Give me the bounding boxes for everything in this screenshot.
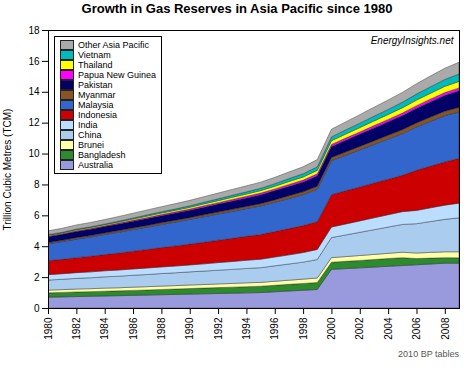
svg-text:16: 16 bbox=[28, 56, 40, 67]
svg-text:0: 0 bbox=[34, 303, 40, 314]
svg-text:1984: 1984 bbox=[99, 317, 110, 340]
html-text:Pakistan: Pakistan bbox=[78, 80, 113, 90]
svg-text:8: 8 bbox=[34, 179, 40, 190]
svg-text:2004: 2004 bbox=[383, 317, 394, 340]
html-text:Myanmar: Myanmar bbox=[78, 90, 116, 100]
svg-text:2000: 2000 bbox=[326, 317, 337, 340]
html-text:Other Asia Pacific: Other Asia Pacific bbox=[78, 40, 149, 50]
svg-text:6: 6 bbox=[34, 210, 40, 221]
svg-text:12: 12 bbox=[28, 117, 40, 128]
svg-text:1998: 1998 bbox=[298, 317, 309, 340]
html-text:Vietnam: Vietnam bbox=[78, 50, 111, 60]
svg-text:1992: 1992 bbox=[213, 317, 224, 340]
svg-text:10: 10 bbox=[28, 148, 40, 159]
svg-text:2002: 2002 bbox=[354, 317, 365, 340]
svg-text:EnergyInsights.net: EnergyInsights.net bbox=[371, 35, 455, 46]
svg-text:2008: 2008 bbox=[440, 317, 451, 340]
html-text:India: India bbox=[78, 120, 98, 130]
svg-text:1986: 1986 bbox=[128, 317, 139, 340]
html-text:Papua New Guinea: Papua New Guinea bbox=[78, 70, 157, 80]
html-text:Malaysia: Malaysia bbox=[78, 100, 114, 110]
html-text:Growth in Gas Reserves in Asia: Growth in Gas Reserves in Asia Pacific s… bbox=[81, 1, 393, 16]
html-text:2010 BP tables: 2010 BP tables bbox=[398, 349, 459, 359]
html-text:Indonesia: Indonesia bbox=[78, 110, 117, 120]
html-text:Thailand: Thailand bbox=[78, 60, 113, 70]
html-text:Brunei: Brunei bbox=[78, 140, 104, 150]
svg-text:1996: 1996 bbox=[269, 317, 280, 340]
svg-text:18: 18 bbox=[28, 25, 40, 36]
html-text:Australia: Australia bbox=[78, 160, 113, 170]
svg-text:1990: 1990 bbox=[184, 317, 195, 340]
svg-text:4: 4 bbox=[34, 241, 40, 252]
svg-text:14: 14 bbox=[28, 86, 40, 97]
svg-text:2006: 2006 bbox=[411, 317, 422, 340]
svg-text:1980: 1980 bbox=[43, 317, 54, 340]
html-text:China: China bbox=[78, 130, 102, 140]
svg-text:1988: 1988 bbox=[156, 317, 167, 340]
svg-text:1982: 1982 bbox=[71, 317, 82, 340]
svg-text:2: 2 bbox=[34, 272, 40, 283]
svg-text:Trillion Cubic Metres (TCM): Trillion Cubic Metres (TCM) bbox=[2, 109, 13, 231]
html-text:Bangladesh: Bangladesh bbox=[78, 150, 126, 160]
svg-text:1994: 1994 bbox=[241, 317, 252, 340]
